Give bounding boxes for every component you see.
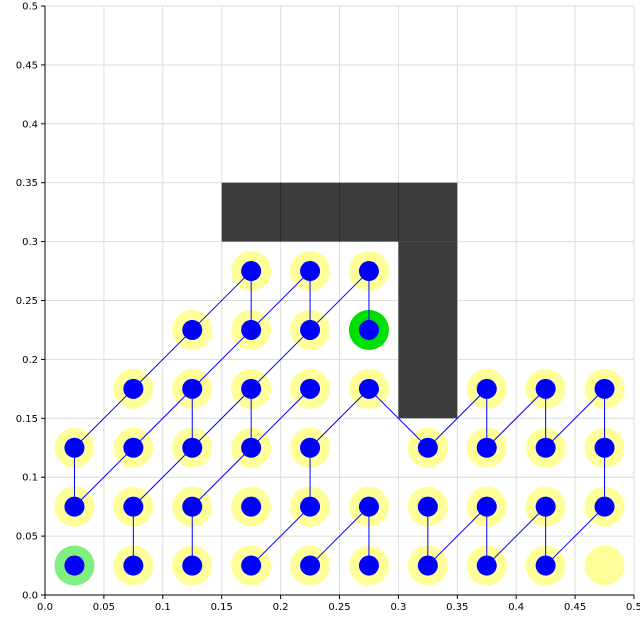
graph-nodes — [64, 261, 615, 576]
graph-node — [358, 378, 379, 399]
y-tick-label: 0.45 — [16, 60, 38, 71]
graph-node — [182, 555, 203, 576]
graph-edge — [191, 447, 252, 508]
graph-node — [417, 496, 438, 517]
graph-node — [123, 437, 144, 458]
graph-edge — [427, 506, 488, 566]
graph-edge — [132, 388, 193, 449]
x-tick-label: 0.15 — [211, 602, 233, 613]
graph-node — [64, 496, 85, 517]
graph-node — [417, 555, 438, 576]
graph-edge — [309, 270, 370, 331]
y-tick-label: 0.05 — [16, 532, 38, 543]
graph-node — [241, 496, 262, 517]
axes: 0.0 0.05 0.1 0.15 0.2 0.25 0.3 0.35 0.4 0.45 0.5 0.… — [16, 2, 640, 614]
graph-edge — [250, 329, 311, 390]
graph-node — [241, 437, 262, 458]
graph-node — [241, 261, 262, 282]
graph-node — [476, 437, 497, 458]
graph-edge — [250, 388, 311, 449]
y-tick-label: 0.4 — [22, 119, 38, 130]
graph-node — [594, 496, 615, 517]
graph-node — [594, 378, 615, 399]
obstacles — [221, 182, 458, 419]
y-tick-label: 0.15 — [16, 414, 38, 425]
graph-node — [182, 496, 203, 517]
graph-node — [300, 496, 321, 517]
y-tick-label: 0.1 — [22, 473, 38, 484]
graph-edge — [486, 388, 547, 449]
graph-node — [300, 378, 321, 399]
x-tick-label: 0.45 — [564, 602, 586, 613]
graph-node — [300, 437, 321, 458]
graph-edge — [545, 388, 605, 449]
x-tick-label: 0.5 — [626, 602, 640, 613]
y-tick-label: 0.25 — [16, 296, 38, 307]
graph-edge — [427, 388, 488, 449]
graph-node — [535, 555, 556, 576]
y-tick-label: 0.35 — [16, 178, 38, 189]
graph-node — [64, 437, 85, 458]
graph-edge — [191, 329, 252, 390]
graph-edge — [486, 506, 547, 566]
graph-node — [123, 378, 144, 399]
x-tick-label: 0.4 — [508, 602, 524, 613]
graph-node — [300, 319, 321, 340]
graph-node — [182, 319, 203, 340]
graph-node — [476, 378, 497, 399]
x-tick-label: 0.05 — [93, 602, 115, 613]
y-tick-label: 0.0 — [22, 591, 38, 602]
graph-node — [123, 555, 144, 576]
x-tick-label: 0.25 — [328, 602, 350, 613]
graph-node — [417, 437, 438, 458]
graph-node — [182, 378, 203, 399]
graph-node — [241, 378, 262, 399]
graph-edge — [250, 270, 311, 331]
y-tick-label: 0.2 — [22, 355, 38, 366]
graph-edge — [309, 388, 370, 449]
graph-node — [358, 261, 379, 282]
graph-node — [300, 555, 321, 576]
y-tick-label: 0.3 — [22, 237, 38, 248]
graph-edge — [250, 506, 311, 566]
graph-node — [123, 496, 144, 517]
graph-edge — [74, 388, 134, 449]
graph-node — [64, 555, 85, 576]
node-halo — [584, 545, 625, 586]
graph-edge — [368, 388, 429, 449]
graph-node — [358, 496, 379, 517]
x-tick-label: 0.0 — [37, 602, 53, 613]
graph-edge — [309, 506, 370, 566]
graph-node — [594, 437, 615, 458]
obstacle-1 — [398, 241, 458, 419]
graph-node — [241, 319, 262, 340]
graph-node — [241, 555, 262, 576]
graph-node — [535, 496, 556, 517]
graph-node — [358, 555, 379, 576]
graph-edge — [545, 506, 605, 566]
graph-node — [476, 555, 497, 576]
graph-edge — [132, 447, 193, 508]
graph-edge — [74, 447, 134, 508]
graph-node — [182, 437, 203, 458]
x-tick-label: 0.1 — [155, 602, 171, 613]
x-tick-label: 0.2 — [273, 602, 289, 613]
graph-node — [300, 261, 321, 282]
graph-edge — [191, 270, 252, 331]
graph-node — [476, 496, 497, 517]
y-tick-label: 0.5 — [22, 2, 38, 13]
graph-edge — [191, 388, 252, 449]
graph-node — [535, 378, 556, 399]
graph-node — [358, 319, 379, 340]
x-tick-label: 0.35 — [446, 602, 468, 613]
graph-edge — [132, 329, 193, 390]
x-tick-label: 0.3 — [390, 602, 406, 613]
graph-node — [535, 437, 556, 458]
